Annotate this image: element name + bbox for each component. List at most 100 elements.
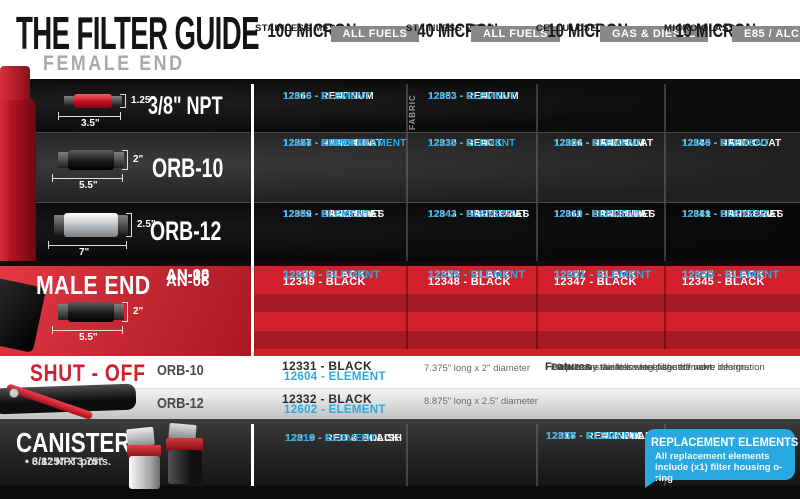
length-dimension-line — [52, 178, 122, 179]
element-part-number: 12650 - ELEMENT — [682, 138, 770, 149]
part-number: 12354 - PLATINUM — [283, 138, 374, 149]
size-note: 7.375" long x 2" diameter — [424, 363, 531, 374]
part-number: 12302 - PRO SERIES — [283, 209, 385, 220]
row-label-orb12: ORB-12 — [150, 216, 222, 246]
female-end-heading: FEMALE END — [43, 52, 185, 75]
column-divider — [664, 266, 666, 349]
male-row-label: AN-10 — [166, 267, 210, 284]
row-npt — [0, 84, 800, 132]
part-number: 12389 - BLACK — [283, 269, 366, 281]
column-divider — [406, 203, 408, 261]
part-number: 12321 - BLACK — [554, 138, 629, 149]
media-type: MICRO GLASS — [664, 23, 736, 34]
canister-spec: • 6.125" x 3.75" — [25, 456, 104, 468]
height-dimension-line — [122, 302, 128, 322]
part-number: 12304 - RED — [283, 138, 344, 149]
part-number: 12339 - PRO SERIES — [682, 209, 784, 220]
feature-item: - Please see the following page for more… — [545, 362, 765, 373]
part-number: 12358 - PLATINUM — [546, 430, 642, 442]
callout-tail — [645, 478, 659, 488]
filter-end-fitting — [54, 215, 64, 235]
part-number: 12387 - BLACK — [554, 269, 637, 281]
part-number: 12375 - BLACK — [682, 269, 765, 281]
part-number: 12350 - BLACK — [682, 138, 757, 149]
part-number: 12318 - RED & POLISH — [285, 432, 403, 444]
filter-body — [68, 150, 114, 170]
length-dimension-line — [52, 330, 122, 331]
canister-polish-photo — [129, 456, 160, 489]
part-number: 12330 - BLACK — [428, 138, 503, 149]
part-number: 12303 - RED — [428, 91, 489, 102]
element-part-number: 12601 - ELEMENT — [554, 269, 652, 281]
media-type: STAINLESS MESH — [255, 23, 344, 34]
column-divider — [536, 133, 538, 202]
element-part-number: 12642 - ELEMENT — [428, 209, 516, 220]
media-type: CELLULOSE — [536, 23, 598, 34]
column-divider — [406, 424, 408, 486]
filter-end-fitting — [118, 215, 128, 235]
replacement-elements-title: REPLACEMENT ELEMENTS — [651, 435, 799, 449]
filter-end-fitting — [114, 304, 124, 320]
fabric-note: FABRIC — [408, 94, 417, 130]
fuel-badge: ALL FUELS — [471, 26, 560, 42]
part-number: 12343 - HARD COAT — [428, 209, 528, 220]
part-number: 12352 - PLATINUM — [283, 209, 374, 220]
column-divider — [406, 266, 408, 349]
male-end-row-stripes — [255, 266, 800, 356]
element-part-number: 12604 - ELEMENT — [284, 371, 386, 383]
shutoff-valve-hinge — [9, 388, 19, 398]
column-divider — [664, 84, 666, 132]
part-number: 12317 - RED & BLACK — [546, 430, 661, 442]
height-dimension-line — [120, 94, 126, 108]
shutoff-heading: SHUT - OFF — [30, 360, 146, 387]
element-part-number: 12635 - ELEMENT — [428, 138, 516, 149]
element-part-number: 12635 - ELEMENT — [428, 269, 526, 281]
part-number: 12301 - RED — [554, 138, 615, 149]
column-divider — [536, 424, 538, 486]
part-number: 12340 - RED — [682, 138, 743, 149]
element-part-number: 12601 - ELEMENT — [554, 138, 642, 149]
element-part-number: 12650 - ELEMENT — [682, 269, 780, 281]
part-number: 12388 - BLACK — [428, 269, 511, 281]
part-number: 12319 - RED & BLACK — [285, 432, 400, 444]
fuel-badge: ALL FUELS — [330, 26, 420, 42]
column-divider — [536, 203, 538, 261]
length-dimension-line — [58, 116, 120, 117]
column-divider — [664, 203, 666, 261]
length-dimension-label: 7" — [79, 247, 90, 258]
page-title: THE FILTER GUIDE — [16, 7, 259, 59]
height-dimension-label: 2" — [133, 306, 144, 317]
length-dimension-line — [48, 245, 126, 246]
row-orb12 — [0, 202, 800, 261]
length-dimension-label: 5.5" — [79, 332, 98, 343]
part-number: 12385 - BLACK — [682, 269, 765, 281]
male-end-heading: MALE END — [36, 270, 151, 300]
element-part-number: 12639 - ELEMENT — [682, 209, 770, 220]
shutoff-row-orb10 — [0, 356, 800, 388]
part-number: 12342 - PRO SERIES — [428, 209, 530, 220]
canister-cap-photo — [127, 445, 161, 457]
replacement-elements-callout: REPLACEMENT ELEMENTS All replacement ele… — [645, 429, 799, 484]
part-number: 12349 - BLACK — [283, 276, 366, 288]
element-part-number: 12602 - ELEMENT — [284, 404, 386, 416]
features-heading: Features — [545, 361, 591, 373]
male-row-label: AN-08 — [166, 266, 210, 283]
part-number: 12324 - BLACK — [283, 138, 358, 149]
element-part-number: 12603 - ELEMENT — [428, 91, 516, 102]
element-part-number: 12608 - ELEMENT — [546, 430, 638, 442]
red-filter-cap-photo — [0, 66, 30, 100]
element-part-number: 12604 - ELEMENT — [283, 269, 381, 281]
fuel-badge: GAS & DIESEL — [600, 26, 708, 42]
height-dimension-label: 1.25" — [131, 95, 156, 106]
part-number: 12347 - BLACK — [554, 276, 637, 288]
label-column-divider — [251, 84, 254, 356]
canister-heading: CANISTER — [16, 427, 131, 458]
replacement-elements-body: All replacement elements include (x1) fi… — [655, 451, 783, 484]
element-part-number: 12604 - ELEMENT — [283, 138, 371, 149]
part-number: 12307 - HARD COAT — [283, 138, 383, 149]
height-dimension-label: 2" — [133, 154, 144, 165]
part-number: 12308 - RED & POLISH — [546, 430, 664, 442]
shutoff-row-label: ORB-10 — [157, 362, 204, 379]
element-part-number: 12614 - CRIMP ELEMENT — [283, 138, 407, 149]
canister-cap-photo — [166, 438, 203, 451]
